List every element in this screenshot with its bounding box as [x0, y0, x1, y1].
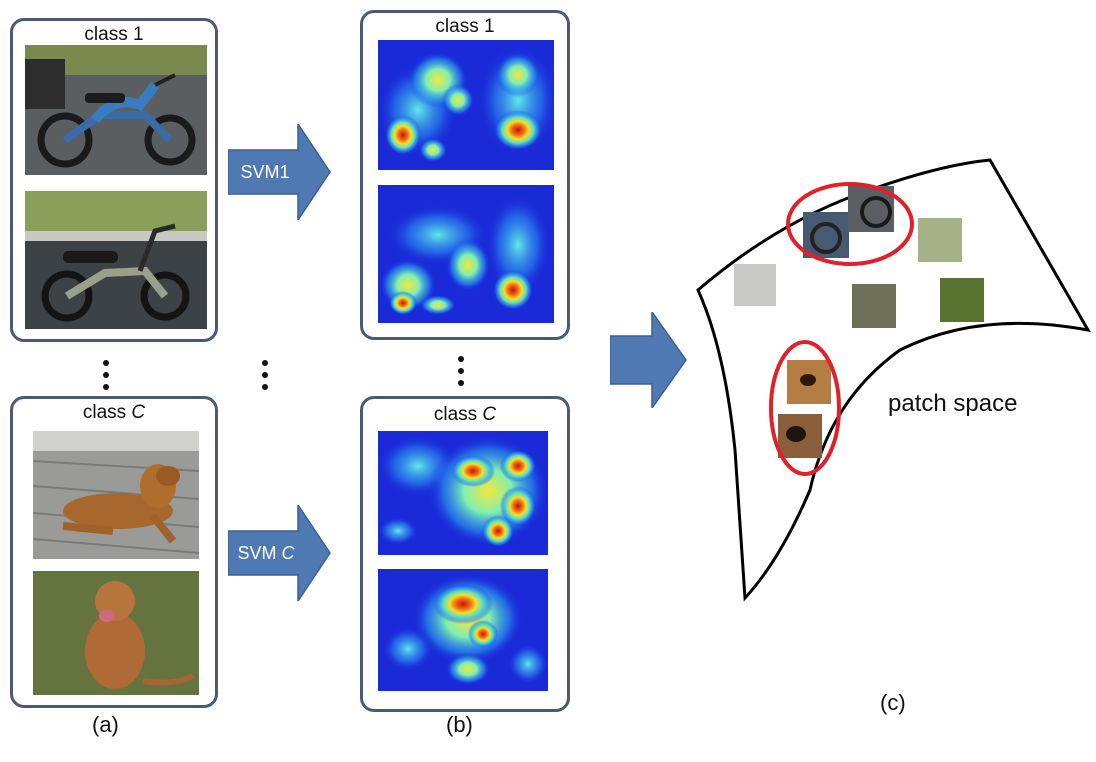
big-arrow-to-patch-space [610, 312, 687, 408]
caption-c: (c) [880, 690, 906, 715]
class-1-heatmap-box: class 1 [360, 10, 570, 340]
caption-a: (a) [92, 712, 119, 737]
class-1-heatmap-label: class 1 [435, 16, 495, 37]
svmc-arrow [228, 505, 331, 601]
dog-photo-1 [33, 431, 199, 559]
class-1-label: class 1 [84, 24, 144, 45]
cluster-ring-dogs [769, 340, 841, 476]
heatmap-class-1-b [378, 185, 554, 323]
vertical-ellipsis-b [458, 356, 464, 386]
class-c-heatmap-box: class C [360, 396, 570, 712]
class-c-label: class C [82, 402, 146, 423]
heatmap-class-c-a [378, 431, 548, 555]
vertical-ellipsis-a [103, 360, 109, 390]
patch-space-label: patch space [888, 390, 1018, 417]
cluster-ring-wheels [786, 182, 914, 266]
svmc-label: SVM C [237, 543, 295, 563]
class-c-image-box: class C [10, 396, 218, 708]
motorcycle-photo-2 [25, 191, 207, 329]
svm1-arrow [228, 124, 331, 220]
patch-gravel [852, 284, 896, 328]
motorcycle-photo-1 [25, 45, 207, 175]
patch-light-green [918, 218, 962, 262]
patch-space-outline [696, 158, 1091, 602]
class-c-heatmap-label: class C [433, 404, 497, 425]
patch-space-diagram [696, 158, 1091, 602]
caption-b: (b) [446, 712, 473, 737]
patch-grass [940, 278, 984, 322]
dog-photo-2 [33, 571, 199, 695]
vertical-ellipsis-arrows [262, 360, 268, 390]
class-1-image-box: class 1 [10, 18, 218, 342]
patch-grey [734, 264, 776, 306]
svm1-label: SVM1 [240, 162, 290, 182]
heatmap-class-c-b [378, 569, 548, 691]
heatmap-class-1-a [378, 40, 554, 170]
